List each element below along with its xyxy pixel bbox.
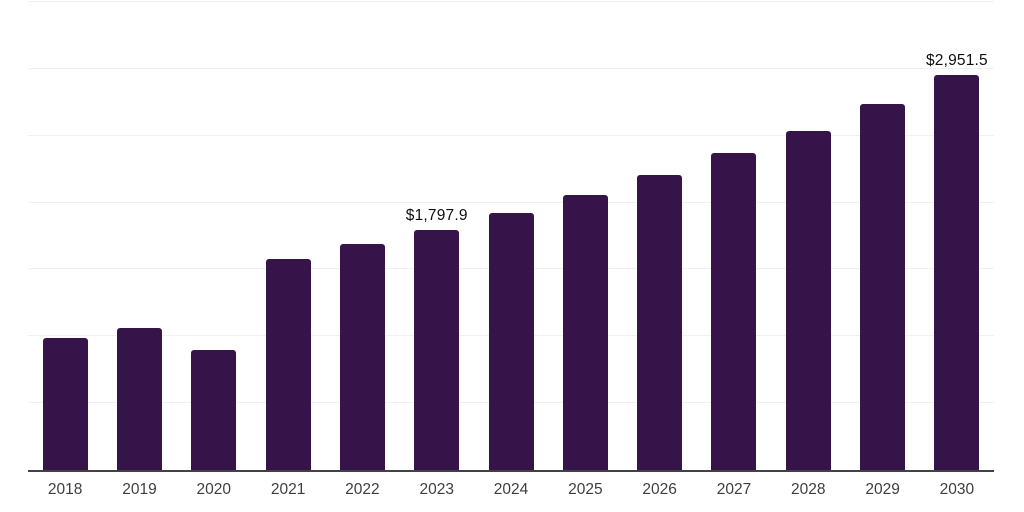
x-axis-label-2023: 2023	[419, 481, 454, 498]
bar-slot-2024	[474, 2, 548, 470]
bar-slot-2023: $1,797.9	[400, 2, 474, 470]
bar-2030: $2,951.5	[926, 52, 988, 470]
gridline-2500	[28, 134, 994, 136]
bar-slot-2022	[325, 2, 399, 470]
x-axis-tick-labels: 2018 2019 2020 2021 2022 2023 2024 2025 2026 2027…	[28, 481, 994, 499]
x-axis-label-2030: 2030	[939, 481, 975, 498]
bar-2021	[265, 259, 311, 470]
x-axis-label-2024: 2024	[493, 481, 529, 498]
bar-2027	[711, 152, 757, 470]
gridline-3500	[28, 1, 994, 2]
bar-slot-2018	[28, 2, 102, 470]
bar-2024	[488, 212, 534, 470]
bar-slot-2019	[102, 2, 176, 470]
bar-2025	[562, 194, 608, 470]
plot-area: $1,797.9 $2,951.5	[28, 1, 994, 472]
x-axis-label-2026: 2026	[642, 481, 677, 498]
bar-2018	[42, 337, 88, 470]
x-axis-label-2028: 2028	[791, 481, 826, 498]
bar-2029	[860, 103, 906, 470]
x-axis-line	[28, 470, 994, 472]
bar-2028	[785, 130, 831, 470]
bar-slot-2021	[251, 2, 325, 470]
data-label-2023: $1,797.9	[405, 206, 468, 224]
gridline-3000	[28, 67, 994, 69]
bar-slot-2029	[845, 2, 919, 470]
bar-2020	[191, 349, 237, 470]
x-axis-label-2027: 2027	[716, 481, 752, 498]
x-axis-label-2025: 2025	[568, 481, 603, 498]
bar-slot-2020	[177, 2, 251, 470]
bar-2026	[637, 174, 683, 470]
x-axis-label-2029: 2029	[865, 481, 900, 498]
x-axis-label-2019: 2019	[122, 481, 157, 498]
x-axis-label-2020: 2020	[196, 481, 232, 498]
bar-2023: $1,797.9	[406, 207, 467, 470]
x-axis-label-2021: 2021	[270, 481, 306, 498]
x-axis-label-2022: 2022	[345, 481, 380, 498]
bar-slot-2025	[548, 2, 622, 470]
data-label-2030: $2,951.5	[925, 52, 988, 70]
bar-slot-2026	[623, 2, 697, 470]
bar-2019	[116, 328, 162, 470]
x-axis-label-2018: 2018	[47, 481, 83, 498]
bar-slot-2027	[697, 2, 771, 470]
bars-container: $1,797.9 $2,951.5	[28, 2, 994, 470]
bar-slot-2030: $2,951.5	[920, 2, 994, 470]
bar-slot-2028	[771, 2, 845, 470]
bar-2022	[339, 244, 385, 470]
gridline-2000	[28, 201, 994, 203]
